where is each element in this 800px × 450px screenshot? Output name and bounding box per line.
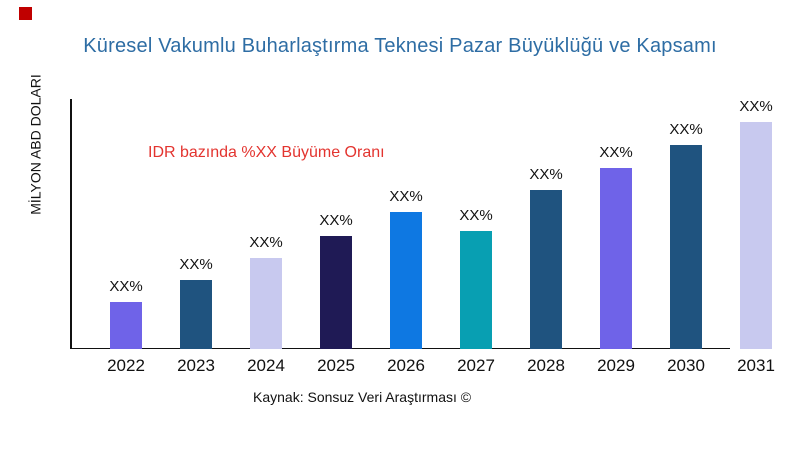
y-axis-label: MİLYON ABD DOLARI — [27, 74, 44, 215]
bar-2029 — [600, 168, 632, 349]
bar-2027 — [460, 231, 492, 349]
bar-2028 — [530, 190, 562, 349]
bar-2031 — [740, 122, 772, 349]
x-tick-label: 2029 — [597, 356, 635, 375]
bar-value-label: XX% — [179, 256, 213, 273]
bar-2022 — [110, 302, 142, 349]
x-tick-label: 2028 — [527, 356, 565, 375]
bar-value-label: XX% — [739, 98, 773, 115]
y-axis-line — [70, 99, 72, 349]
x-tick-label: 2030 — [667, 356, 705, 375]
source-caption: Kaynak: Sonsuz Veri Araştırması © — [253, 389, 472, 405]
brand-logo-square — [19, 7, 32, 20]
bar-value-label: XX% — [389, 188, 423, 205]
bar-value-label: XX% — [459, 207, 493, 224]
x-tick-label: 2025 — [317, 356, 355, 375]
bar-value-label: XX% — [319, 212, 353, 229]
bar-2024 — [250, 258, 282, 349]
bar-2025 — [320, 236, 352, 349]
chart-title: Küresel Vakumlu Buharlaştırma Teknesi Pa… — [83, 35, 717, 57]
x-tick-label: 2027 — [457, 356, 495, 375]
x-tick-label: 2026 — [387, 356, 425, 375]
bar-2030 — [670, 145, 702, 349]
x-tick-label: 2022 — [107, 356, 145, 375]
x-tick-label: 2023 — [177, 356, 215, 375]
x-tick-label: 2031 — [737, 356, 775, 375]
bar-value-label: XX% — [109, 278, 143, 295]
bar-value-label: XX% — [599, 144, 633, 161]
x-tick-label: 2024 — [247, 356, 285, 375]
growth-rate-annotation: IDR bazında %XX Büyüme Oranı — [148, 144, 385, 161]
bar-2023 — [180, 280, 212, 349]
bar-value-label: XX% — [249, 234, 283, 251]
bar-value-label: XX% — [669, 121, 703, 138]
bar-value-label: XX% — [529, 166, 563, 183]
bar-2026 — [390, 212, 422, 349]
